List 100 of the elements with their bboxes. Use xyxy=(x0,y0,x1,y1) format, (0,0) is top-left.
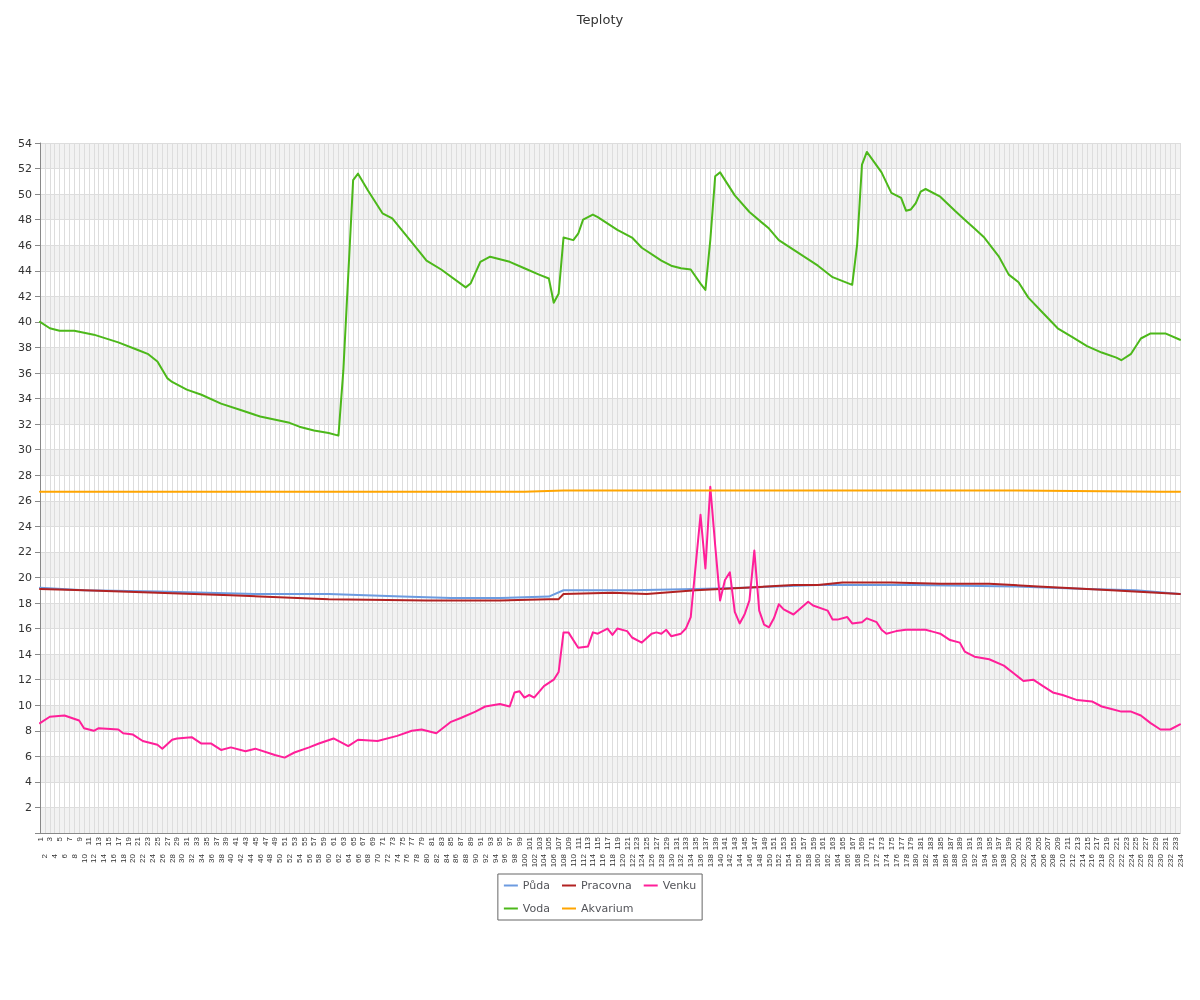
x-tick-label: 72 xyxy=(382,853,392,863)
x-tick-label: 158 xyxy=(803,853,813,868)
y-tick-label: 10 xyxy=(18,698,32,712)
x-tick-label: 189 xyxy=(955,836,965,851)
x-tick-label: 227 xyxy=(1141,836,1151,851)
x-tick-label: 152 xyxy=(774,853,784,868)
x-tick-label: 151 xyxy=(769,836,779,851)
x-tick-label: 150 xyxy=(764,853,774,868)
x-tick-label: 163 xyxy=(828,836,838,851)
x-tick-label: 165 xyxy=(837,836,847,851)
x-tick-label: 31 xyxy=(182,836,192,846)
x-tick-label: 228 xyxy=(1146,853,1156,868)
x-tick-label: 2 xyxy=(40,853,50,859)
x-tick-label: 74 xyxy=(392,853,402,863)
x-tick-label: 28 xyxy=(167,853,177,863)
x-tick-label: 171 xyxy=(867,836,877,851)
x-tick-label: 184 xyxy=(930,853,940,868)
x-tick-label: 218 xyxy=(1097,853,1107,868)
x-tick-label: 88 xyxy=(461,853,471,863)
x-tick-label: 17 xyxy=(113,836,123,846)
x-tick-label: 49 xyxy=(270,836,280,846)
x-tick-label: 154 xyxy=(784,853,794,868)
x-tick-label: 7 xyxy=(64,836,74,842)
x-tick-label: 173 xyxy=(877,836,887,851)
y-tick-label: 48 xyxy=(18,213,32,227)
x-tick-label: 51 xyxy=(280,836,290,846)
x-tick-label: 155 xyxy=(788,836,798,851)
x-tick-label: 16 xyxy=(108,853,118,863)
legend-label: Půda xyxy=(522,879,551,892)
x-tick-label: 99 xyxy=(514,836,524,846)
x-tick-label: 94 xyxy=(490,853,500,863)
x-tick-label: 120 xyxy=(617,853,627,868)
x-tick-label: 215 xyxy=(1082,836,1092,851)
x-tick-label: 182 xyxy=(921,853,931,868)
x-tick-label: 8 xyxy=(69,853,79,859)
y-tick-label: 18 xyxy=(18,596,32,610)
x-tick-label: 106 xyxy=(549,853,559,868)
x-tick-label: 222 xyxy=(1116,853,1126,868)
x-tick-label: 23 xyxy=(143,836,153,846)
x-tick-label: 15 xyxy=(104,836,113,846)
x-tick-label: 210 xyxy=(1058,853,1068,868)
x-tick-label: 200 xyxy=(1009,853,1019,868)
x-tick-label: 177 xyxy=(896,836,906,851)
x-tick-label: 188 xyxy=(950,853,960,868)
x-tick-label: 156 xyxy=(793,853,803,868)
x-tick-label: 134 xyxy=(686,853,696,868)
y-tick-label: 38 xyxy=(18,340,32,354)
x-tick-label: 60 xyxy=(324,853,334,863)
x-tick-label: 126 xyxy=(647,853,657,868)
x-tick-label: 133 xyxy=(681,836,691,851)
x-tick-label: 212 xyxy=(1067,853,1077,868)
x-tick-label: 35 xyxy=(201,836,211,846)
x-tick-label: 30 xyxy=(177,853,187,863)
x-tick-label: 96 xyxy=(500,853,510,863)
x-tick-label: 130 xyxy=(666,853,676,868)
x-tick-label: 21 xyxy=(133,836,143,846)
x-tick-label: 70 xyxy=(373,853,383,863)
x-tick-label: 102 xyxy=(529,853,539,868)
x-tick-label: 93 xyxy=(485,836,495,846)
x-tick-label: 109 xyxy=(563,836,573,851)
x-tick-label: 141 xyxy=(720,836,730,851)
x-tick-label: 137 xyxy=(700,836,710,851)
x-tick-label: 190 xyxy=(960,853,970,868)
x-tick-label: 87 xyxy=(456,836,466,846)
x-tick-label: 192 xyxy=(970,853,980,868)
x-tick-label: 82 xyxy=(431,853,441,863)
x-tick-label: 179 xyxy=(906,836,916,851)
x-tick-label: 29 xyxy=(172,836,182,846)
y-tick-label: 46 xyxy=(18,238,32,252)
x-tick-label: 73 xyxy=(387,836,397,846)
x-tick-label: 138 xyxy=(705,853,715,868)
x-tick-label: 185 xyxy=(935,836,945,851)
x-tick-label: 201 xyxy=(1014,836,1024,851)
x-tick-label: 50 xyxy=(275,853,285,863)
x-tick-label: 76 xyxy=(402,853,412,863)
x-tick-label: 168 xyxy=(852,853,862,868)
x-tick-label: 169 xyxy=(857,836,867,851)
x-tick-label: 26 xyxy=(157,853,167,863)
x-tick-label: 27 xyxy=(162,836,172,846)
x-tick-label: 186 xyxy=(940,853,950,868)
x-tick-label: 131 xyxy=(671,836,681,851)
y-tick-label: 36 xyxy=(18,366,32,380)
x-tick-label: 214 xyxy=(1077,853,1087,868)
y-tick-label: 8 xyxy=(25,724,32,738)
x-tick-label: 127 xyxy=(651,836,661,851)
x-tick-label: 54 xyxy=(294,853,304,863)
x-tick-label: 144 xyxy=(735,853,745,868)
x-tick-label: 149 xyxy=(759,836,769,851)
x-tick-label: 5 xyxy=(55,836,65,842)
x-tick-label: 208 xyxy=(1048,853,1058,868)
x-tick-label: 84 xyxy=(441,853,451,863)
x-tick-label: 112 xyxy=(578,853,588,867)
x-tick-label: 69 xyxy=(368,836,378,846)
x-tick-label: 164 xyxy=(833,853,843,868)
x-tick-label: 101 xyxy=(524,836,534,851)
x-tick-label: 38 xyxy=(216,853,226,863)
legend-label: Akvarium xyxy=(581,902,634,915)
y-tick-label: 6 xyxy=(25,749,32,763)
x-tick-label: 36 xyxy=(206,853,216,863)
x-tick-label: 45 xyxy=(250,836,260,846)
